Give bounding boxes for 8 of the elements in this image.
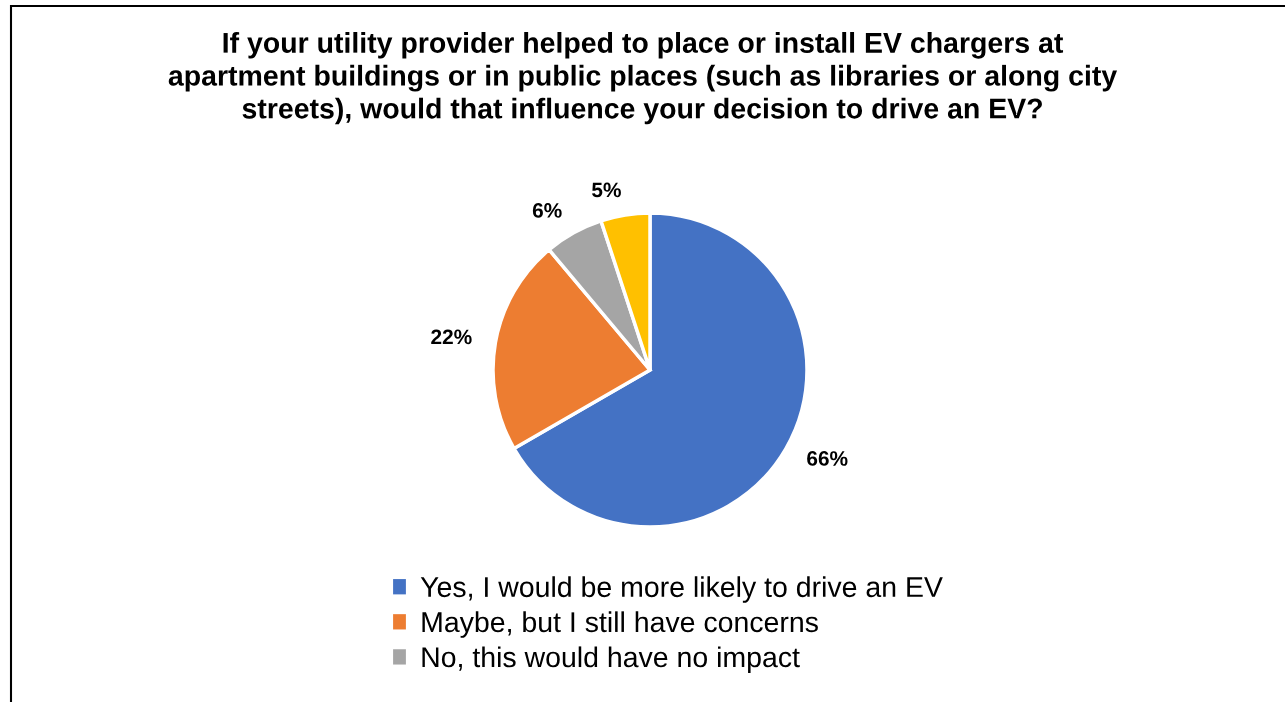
legend-label: No, this would have no impact (422, 646, 800, 673)
legend-label: Maybe, but I still have concerns (422, 611, 818, 638)
data-label: 66% (807, 451, 848, 466)
data-label: 6% (532, 203, 562, 218)
data-label: 5% (592, 182, 621, 198)
legend-label: Yes, I would be more likely to drive an EV (420, 576, 943, 603)
data-label: 22% (431, 329, 472, 345)
chart-title: If your utility provider helped to place or install EV chargers at apartment buildings or in public places (such as libraries or along city streets), would that influence your decision to drive an EV? (168, 32, 1118, 125)
